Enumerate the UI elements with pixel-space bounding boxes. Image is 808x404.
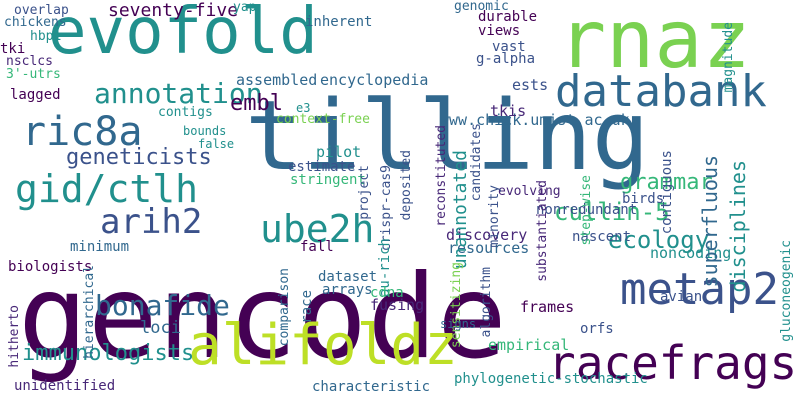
cloud-word: nsclcs bbox=[6, 54, 53, 69]
cloud-word: evofold bbox=[48, 0, 318, 69]
cloud-word: tkis bbox=[490, 102, 527, 120]
cloud-word: assembled bbox=[236, 71, 318, 89]
cloud-word: ric8a bbox=[22, 109, 143, 155]
cloud-word: lagged bbox=[10, 87, 61, 103]
cloud-word: noncoding bbox=[650, 244, 732, 262]
cloud-word: rnaz bbox=[558, 0, 751, 86]
cloud-word: evolving bbox=[498, 184, 561, 199]
cloud-word: bonafide bbox=[95, 289, 230, 322]
cloud-word: vast bbox=[492, 39, 526, 55]
cloud-word: minimum bbox=[70, 239, 130, 255]
cloud-word: racefrags bbox=[548, 336, 798, 390]
cloud-word: estimate bbox=[288, 159, 356, 175]
cloud-word: comparison bbox=[277, 268, 292, 347]
cloud-word: embl bbox=[230, 91, 283, 116]
cloud-word: loci bbox=[140, 318, 181, 338]
cloud-word: false bbox=[198, 137, 235, 151]
cloud-word: biologists bbox=[8, 259, 93, 275]
cloud-word: step-wise bbox=[579, 175, 594, 246]
cloud-word: overlap bbox=[14, 3, 69, 18]
cloud-word: orfs bbox=[580, 321, 614, 337]
cloud-word: views bbox=[478, 23, 521, 39]
cloud-word: discovery bbox=[446, 226, 528, 244]
cloud-word: arih2 bbox=[100, 202, 203, 242]
cloud-word: nascent bbox=[572, 229, 632, 245]
cloud-word: phylogenetic-stochastic bbox=[454, 371, 648, 387]
cloud-word: magnitude bbox=[721, 22, 736, 93]
cloud-word: signs bbox=[440, 317, 477, 331]
cloud-word: birds bbox=[622, 191, 665, 207]
cloud-word: contigs bbox=[158, 105, 213, 120]
cloud-word: frames bbox=[520, 298, 575, 316]
cloud-word: ube2h bbox=[260, 207, 375, 251]
cloud-word: unannotated bbox=[450, 150, 471, 270]
cloud-word: project bbox=[357, 165, 372, 220]
cloud-word: genomic bbox=[454, 0, 509, 14]
cloud-word: alifoldz bbox=[188, 313, 458, 378]
cloud-word: tki bbox=[0, 41, 26, 57]
cloud-word: algorithm bbox=[479, 267, 494, 338]
cloud-word: sensitizing bbox=[449, 262, 464, 349]
cloud-word: grammar bbox=[620, 170, 713, 195]
cloud-word: durable bbox=[478, 9, 538, 25]
cloud-word: ests bbox=[512, 76, 549, 94]
cloud-word: disciplines bbox=[726, 160, 750, 293]
cloud-word: fall bbox=[300, 239, 334, 255]
cloud-word: avian bbox=[660, 289, 703, 305]
cloud-word: nonredundant bbox=[536, 202, 638, 218]
cloud-word: yap bbox=[233, 0, 257, 15]
cloud-word: immunologists bbox=[22, 341, 195, 366]
cloud-word: metap2 bbox=[620, 264, 779, 315]
cloud-word: encyclopedia bbox=[320, 71, 429, 89]
cloud-word: tilling bbox=[245, 80, 650, 192]
cloud-word: dataset bbox=[318, 269, 378, 285]
cloud-word: minority bbox=[487, 185, 502, 248]
cloud-word: arrays bbox=[322, 282, 373, 298]
cloud-word: bounds bbox=[183, 124, 227, 138]
cloud-word: stringent bbox=[290, 172, 366, 188]
cloud-word: gencode bbox=[18, 250, 507, 385]
cloud-word: annotation bbox=[94, 77, 263, 110]
cloud-word: www.chick.umist.ac.uk bbox=[440, 111, 630, 129]
cloud-word: cdna bbox=[370, 285, 404, 301]
cloud-word: inherent bbox=[305, 14, 373, 30]
cloud-word: hitherto bbox=[7, 305, 22, 368]
cloud-word: deposited bbox=[399, 150, 414, 221]
cloud-word: gluconeogenic bbox=[779, 240, 794, 342]
cloud-word: e3 bbox=[296, 101, 311, 115]
cloud-word: context-free bbox=[276, 112, 370, 127]
cloud-word: gid/ctlh bbox=[15, 167, 199, 211]
cloud-word: 3'-utrs bbox=[6, 67, 61, 82]
cloud-word: characteristic bbox=[312, 379, 431, 395]
cloud-word: ecology bbox=[608, 226, 710, 254]
cloud-word: hierarchical bbox=[82, 265, 97, 359]
cloud-word: pilot bbox=[316, 143, 362, 161]
cloud-word: g-alpha bbox=[476, 51, 536, 67]
cloud-word: unidentified bbox=[14, 378, 116, 394]
cloud-word: chickens bbox=[4, 15, 67, 30]
cloud-word: reconstituted bbox=[434, 125, 449, 227]
cloud-word: seventy-five bbox=[108, 0, 239, 21]
cloud-word: geneticists bbox=[66, 145, 212, 170]
cloud-word: candidates bbox=[469, 123, 484, 202]
cloud-word: databank bbox=[555, 66, 767, 117]
cloud-word: cullin-5 bbox=[554, 198, 670, 226]
cloud-word: resources bbox=[448, 239, 530, 257]
cloud-word: fusing bbox=[370, 296, 425, 314]
cloud-word: empirical bbox=[488, 336, 570, 354]
cloud-word: race bbox=[299, 290, 315, 324]
cloud-word: superfluous bbox=[698, 155, 722, 288]
cloud-word: hbp1 bbox=[30, 29, 62, 44]
